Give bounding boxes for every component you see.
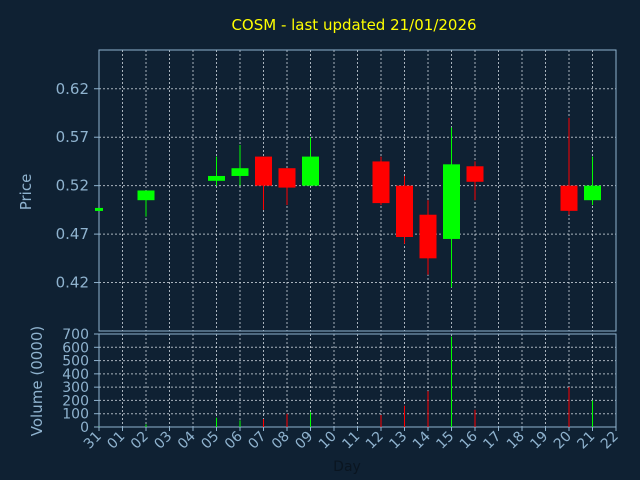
- price-tick-label: 0.57: [56, 128, 89, 146]
- candle-body: [302, 156, 319, 186]
- candle-body: [137, 190, 155, 201]
- candle-body: [255, 156, 272, 186]
- volume-tick-label: 300: [62, 380, 89, 396]
- price-tick-label: 0.42: [56, 274, 89, 292]
- candle-body: [466, 166, 484, 182]
- candle-body: [443, 164, 460, 239]
- price-tick-label: 0.62: [56, 80, 89, 98]
- day-axis-label: Day: [333, 459, 361, 475]
- candle-body: [584, 185, 601, 201]
- volume-tick-label: 400: [62, 367, 89, 383]
- candle-body: [419, 214, 437, 259]
- price-axis-ticks: 0.42 0.47 0.52 0.57 0.62: [56, 80, 99, 292]
- candle-body: [560, 185, 578, 211]
- price-tick-label: 0.52: [56, 177, 89, 195]
- price-plot-frame: [98, 49, 617, 332]
- candle-body: [231, 168, 249, 176]
- candle-body: [208, 175, 225, 181]
- candle-body: [396, 185, 413, 238]
- volume-tick-label: 0: [80, 420, 89, 436]
- candle-body: [278, 168, 296, 188]
- price-tick-label: 0.47: [56, 225, 89, 243]
- volume-tick-label: 200: [62, 393, 89, 409]
- volume-series: [98, 336, 593, 427]
- volume-tick-label: 700: [62, 327, 89, 343]
- candle-body: [95, 207, 103, 211]
- volume-tick-label: 600: [62, 340, 89, 356]
- price-axis-label: Price: [17, 174, 35, 211]
- candle-body: [372, 161, 390, 204]
- day-axis-ticks: 31 01 02 03 04 05 06 07 08 09 10 11 12 13 14 15 16 17 18 19…: [81, 427, 622, 452]
- chart-title: COSM - last updated 21/01/2026: [231, 16, 476, 34]
- volume-tick-label: 100: [62, 407, 89, 423]
- volume-axis-label: Volume (0000): [28, 326, 46, 436]
- volume-tick-label: 500: [62, 354, 89, 370]
- candlestick-series: [95, 117, 601, 288]
